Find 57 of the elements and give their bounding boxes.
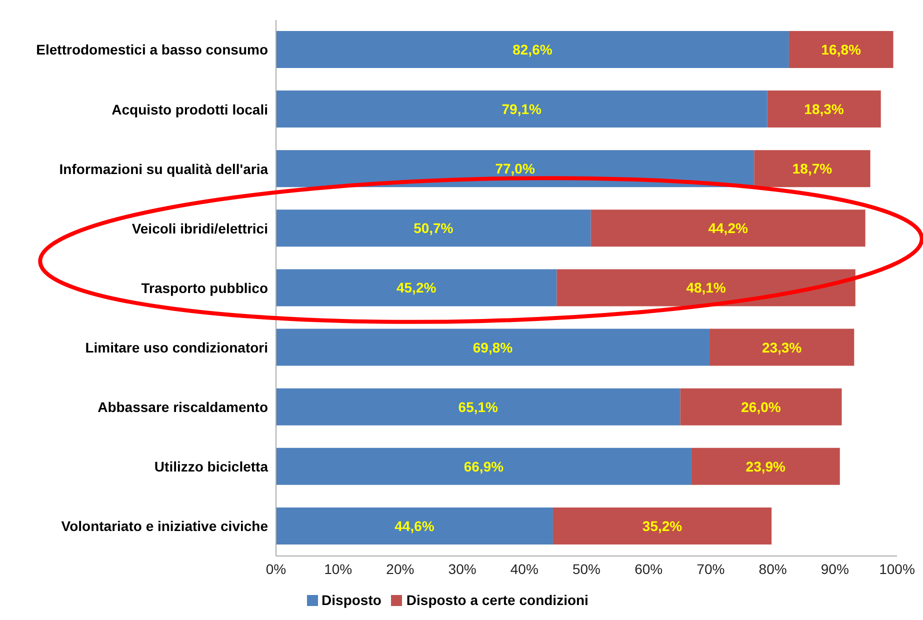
bar: [276, 507, 553, 544]
data-label: 44,2%: [708, 220, 748, 236]
data-label: 82,6%: [512, 42, 553, 58]
bar: [691, 448, 840, 485]
data-label: 48,1%: [686, 280, 726, 296]
data-label: 66,9%: [464, 458, 504, 474]
data-label: 65,1%: [458, 398, 499, 415]
y-tick-label: Acquisto prodotti locali: [112, 101, 268, 118]
bar: [276, 210, 591, 247]
data-label: 18,3%: [804, 101, 844, 118]
data-label: 45,2%: [396, 280, 437, 296]
data-label: 77,0%: [495, 160, 536, 177]
data-label: 26,0%: [741, 398, 782, 415]
x-tick-label: 90%: [820, 560, 849, 577]
data-label: 18,7%: [792, 160, 833, 177]
bar: [590, 210, 866, 247]
data-label: 35,2%: [642, 518, 683, 534]
bar: [767, 90, 881, 128]
data-label: 50,7%: [414, 220, 454, 236]
bar: [556, 269, 856, 306]
bar: [276, 31, 789, 68]
data-label: 23,9%: [746, 458, 786, 474]
data-label: 23,3%: [762, 339, 802, 356]
legend-label: Disposto a certe condizioni: [406, 592, 588, 608]
bar: [754, 150, 870, 188]
x-tick-label: 100%: [879, 560, 915, 577]
bar: [788, 31, 894, 68]
bar: [709, 328, 854, 366]
x-tick-label: 50%: [572, 560, 601, 577]
x-tick-label: 10%: [324, 560, 352, 577]
x-tick-label: 30%: [448, 560, 476, 577]
y-tick-label: Informazioni su qualità dell'aria: [59, 160, 268, 177]
y-tick-label: Volontariato e iniziative civiche: [61, 518, 268, 534]
bar: [276, 328, 710, 366]
y-tick-label: Veicoli ibridi/elettrici: [132, 220, 268, 236]
data-label: 69,8%: [472, 339, 514, 356]
bar: [276, 388, 680, 426]
x-tick-label: 60%: [634, 560, 663, 577]
x-tick-label: 40%: [510, 560, 538, 577]
x-tick-label: 0%: [266, 560, 286, 577]
bar: [680, 388, 842, 426]
data-label: 79,1%: [502, 101, 542, 118]
y-tick-label: Limitare uso condizionatori: [85, 340, 268, 356]
data-label: 44,6%: [394, 518, 435, 534]
y-tick-label: Elettrodomestici a basso consumo: [36, 42, 268, 58]
x-tick-label: 20%: [386, 560, 414, 577]
bar: [552, 507, 772, 544]
legend-label: Disposto: [322, 592, 382, 608]
y-tick-label: Utilizzo bicicletta: [154, 458, 268, 475]
bar: [276, 90, 768, 128]
x-tick-label: 70%: [696, 560, 725, 577]
bar: [276, 448, 692, 485]
y-tick-label: Abbassare riscaldamento: [98, 399, 268, 416]
x-tick-label: 80%: [758, 560, 787, 577]
y-tick-label: Trasporto pubblico: [141, 280, 268, 296]
bar: [276, 269, 557, 306]
data-label: 16,8%: [821, 42, 862, 58]
